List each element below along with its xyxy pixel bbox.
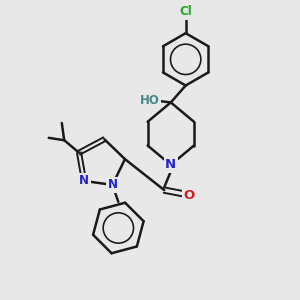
Text: N: N (107, 178, 117, 191)
Text: Cl: Cl (179, 5, 192, 18)
Text: N: N (165, 158, 176, 171)
Text: HO: HO (140, 94, 159, 106)
Text: O: O (184, 189, 195, 202)
Text: N: N (79, 174, 89, 188)
